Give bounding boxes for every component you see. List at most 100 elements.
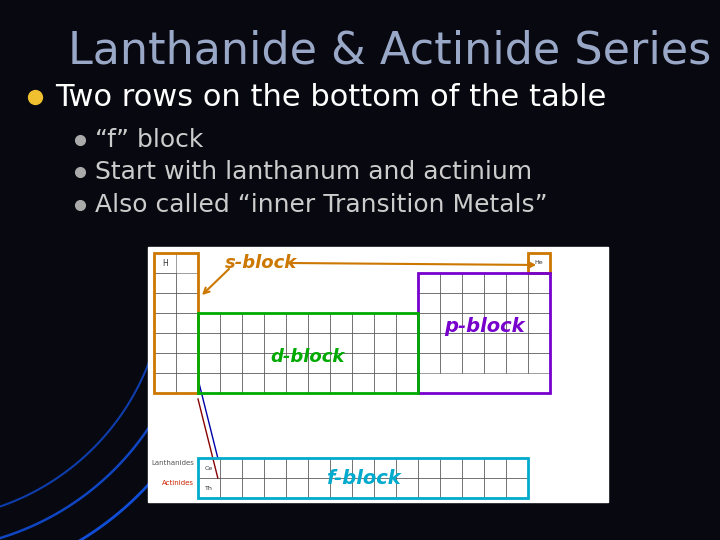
Bar [418, 273, 550, 393]
Bar [418, 458, 440, 478]
Bar [440, 293, 462, 313]
Text: Th: Th [205, 485, 213, 490]
Bar [506, 313, 528, 333]
Bar [374, 333, 396, 353]
Bar [198, 458, 528, 498]
Bar [528, 273, 550, 293]
Bar [154, 293, 176, 313]
Bar [308, 313, 330, 333]
Bar [396, 478, 418, 498]
Bar [264, 313, 286, 333]
Bar [148, 247, 608, 502]
Bar [176, 373, 198, 393]
Text: Lanthanide & Actinide Series: Lanthanide & Actinide Series [68, 30, 711, 73]
Bar [198, 313, 220, 333]
Bar [264, 353, 286, 373]
Bar [528, 313, 550, 333]
Bar [418, 478, 440, 498]
Bar [418, 273, 440, 293]
Bar [286, 353, 308, 373]
Bar [440, 458, 462, 478]
Bar [176, 273, 198, 293]
Bar [220, 353, 242, 373]
Bar [352, 353, 374, 373]
Bar [176, 293, 198, 313]
Bar [286, 313, 308, 333]
Bar [286, 373, 308, 393]
Bar [352, 373, 374, 393]
Bar [154, 313, 176, 333]
Bar [506, 478, 528, 498]
Bar [176, 333, 198, 353]
Bar [154, 253, 198, 393]
Bar [286, 333, 308, 353]
Bar [506, 353, 528, 373]
Bar [242, 333, 264, 353]
Bar [418, 353, 440, 373]
Bar [330, 333, 352, 353]
Bar [220, 373, 242, 393]
Bar [286, 478, 308, 498]
Text: H: H [162, 259, 168, 267]
Bar [220, 478, 242, 498]
Text: Two rows on the bottom of the table: Two rows on the bottom of the table [55, 83, 606, 111]
Bar [154, 273, 176, 293]
Bar [198, 313, 418, 393]
Bar [176, 313, 198, 333]
Bar [198, 333, 220, 353]
Bar [462, 458, 484, 478]
Bar [418, 293, 440, 313]
Bar [440, 353, 462, 373]
Text: Ce: Ce [205, 465, 213, 470]
Bar [418, 313, 440, 333]
Bar [308, 458, 330, 478]
Bar [484, 293, 506, 313]
Text: s-block: s-block [225, 254, 297, 272]
Bar [154, 333, 176, 353]
Bar [308, 478, 330, 498]
Bar [374, 458, 396, 478]
Bar [396, 353, 418, 373]
Bar [462, 353, 484, 373]
Bar [374, 373, 396, 393]
Bar [198, 458, 220, 478]
Bar [484, 458, 506, 478]
Bar [396, 313, 418, 333]
Bar [396, 458, 418, 478]
Bar [440, 333, 462, 353]
Bar [330, 458, 352, 478]
Text: “f” block: “f” block [95, 128, 203, 152]
Bar [330, 373, 352, 393]
Bar [462, 293, 484, 313]
Bar [198, 353, 220, 373]
Bar [176, 353, 198, 373]
Bar [220, 333, 242, 353]
Text: He: He [535, 260, 544, 266]
Bar [440, 478, 462, 498]
Bar [220, 458, 242, 478]
Bar [352, 313, 374, 333]
Bar [220, 313, 242, 333]
Bar [374, 353, 396, 373]
Bar [396, 373, 418, 393]
Bar [484, 273, 506, 293]
Bar [154, 373, 176, 393]
Bar [506, 333, 528, 353]
Bar [418, 333, 440, 353]
Bar [352, 478, 374, 498]
Bar [484, 478, 506, 498]
Text: p-block: p-block [444, 318, 524, 336]
Bar [352, 458, 374, 478]
Bar [506, 273, 528, 293]
Bar [440, 313, 462, 333]
Bar [528, 353, 550, 373]
Bar [154, 253, 176, 273]
Bar [242, 313, 264, 333]
Bar [506, 293, 528, 313]
Bar [506, 458, 528, 478]
Bar [330, 353, 352, 373]
Bar [242, 478, 264, 498]
Bar [484, 313, 506, 333]
Bar [352, 333, 374, 353]
Bar [462, 313, 484, 333]
